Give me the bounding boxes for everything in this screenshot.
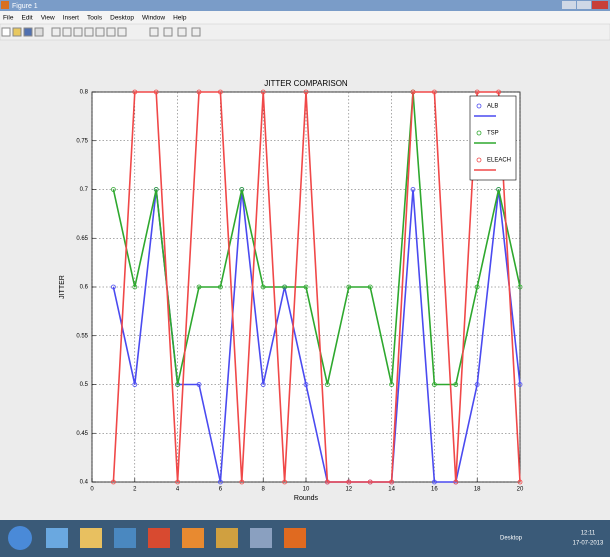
open-icon[interactable] [13, 28, 21, 36]
show-icon[interactable] [192, 28, 200, 36]
x-tick-label: 10 [303, 487, 310, 493]
ie-icon[interactable] [46, 528, 68, 548]
zoom-in-icon[interactable] [63, 28, 71, 36]
pointer-icon[interactable] [52, 28, 60, 36]
chart-title: JITTER COMPARISON [264, 79, 348, 88]
menu-item[interactable]: Window [142, 15, 165, 22]
new-icon[interactable] [2, 28, 10, 36]
legend-icon[interactable] [164, 28, 172, 36]
menu-item[interactable]: View [41, 15, 55, 22]
menu: File Edit View Insert Tools Desktop Window Help [3, 15, 187, 22]
explorer-icon[interactable] [80, 528, 102, 548]
y-tick-label: 0.6 [80, 285, 89, 291]
legend-label: ELEACH [487, 158, 511, 164]
print-icon[interactable] [35, 28, 43, 36]
media-icon[interactable] [114, 528, 136, 548]
zoom-out-icon[interactable] [74, 28, 82, 36]
toolbar-icons [2, 28, 200, 36]
y-tick-label: 0.8 [80, 90, 89, 96]
menu-item[interactable]: File [3, 15, 14, 22]
y-axis-label: JITTER [59, 275, 66, 299]
x-tick-label: 14 [388, 487, 395, 493]
x-tick-label: 12 [345, 487, 352, 493]
brush-icon[interactable] [118, 28, 126, 36]
y-tick-label: 0.65 [76, 236, 88, 242]
x-tick-label: 16 [431, 487, 438, 493]
firefox-icon[interactable] [182, 528, 204, 548]
y-tick-label: 0.55 [76, 333, 88, 339]
legend-label: ALB [487, 104, 498, 110]
chrome-icon[interactable] [148, 528, 170, 548]
datacursor-icon[interactable] [107, 28, 115, 36]
search-icon[interactable] [250, 528, 272, 548]
taskbar-label: Desktop [500, 536, 523, 542]
x-axis-label: Rounds [294, 495, 319, 502]
y-tick-label: 0.75 [76, 138, 88, 144]
legend-label: TSP [487, 131, 499, 137]
screenshot: Figure 1 File Edit View Insert Tools Desktop W… [0, 0, 610, 557]
save-icon[interactable] [24, 28, 32, 36]
window-title: Figure 1 [12, 3, 38, 10]
app-icon-2[interactable] [216, 528, 238, 548]
clock-date: 17-07-2013 [573, 541, 604, 547]
pan-icon[interactable] [85, 28, 93, 36]
menu-item[interactable]: Desktop [110, 15, 134, 22]
x-tick-label: 18 [474, 487, 481, 493]
taskbar-icons [8, 526, 306, 550]
x-tick-label: 20 [517, 487, 524, 493]
y-tick-label: 0.5 [80, 382, 89, 388]
menu-item[interactable]: Insert [63, 15, 79, 22]
title-bar [0, 0, 610, 11]
rotate-icon[interactable] [96, 28, 104, 36]
y-tick-label: 0.4 [80, 480, 89, 486]
colorbar-icon[interactable] [150, 28, 158, 36]
matlab-icon[interactable] [284, 528, 306, 548]
start-button[interactable] [8, 526, 32, 550]
app-icon [1, 1, 9, 9]
menu-item[interactable]: Edit [21, 15, 32, 22]
menu-item[interactable]: Tools [87, 15, 103, 22]
clock-time: 12:11 [581, 531, 596, 537]
close-button[interactable] [592, 1, 608, 9]
menu-item[interactable]: Help [173, 15, 187, 22]
page: Figure body { margin: 0; width: 610px; h… [0, 0, 610, 557]
maximize-button[interactable] [577, 1, 591, 9]
minimize-button[interactable] [562, 1, 576, 9]
y-tick-label: 0.7 [80, 187, 89, 193]
hide-icon[interactable] [178, 28, 186, 36]
screen: {"window": {"title": "Figure 1", "menu":… [0, 0, 610, 557]
y-tick-label: 0.45 [76, 431, 88, 437]
